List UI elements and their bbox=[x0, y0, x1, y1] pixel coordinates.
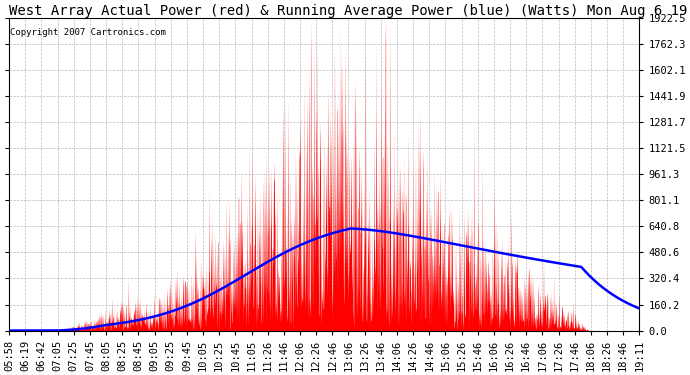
Text: West Array Actual Power (red) & Running Average Power (blue) (Watts) Mon Aug 6 1: West Array Actual Power (red) & Running … bbox=[9, 4, 690, 18]
Text: Copyright 2007 Cartronics.com: Copyright 2007 Cartronics.com bbox=[10, 27, 166, 36]
